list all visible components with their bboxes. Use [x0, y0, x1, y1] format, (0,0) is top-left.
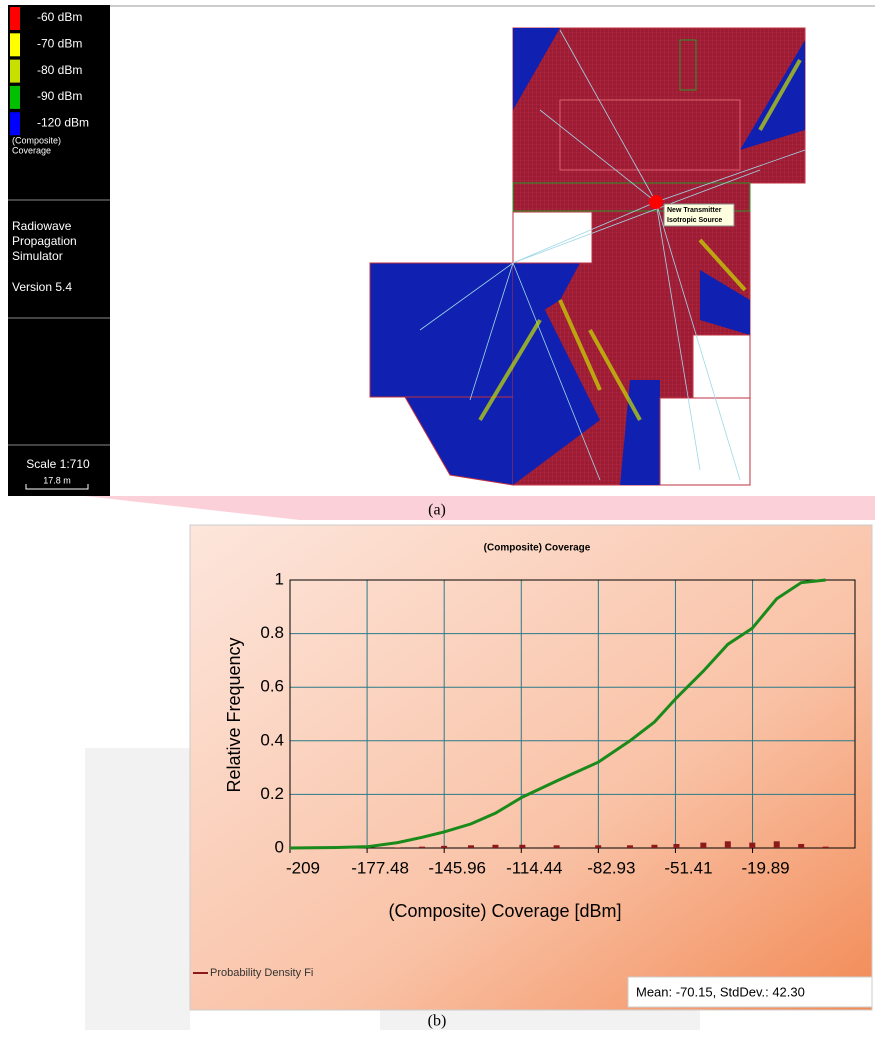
coverage-map: New Transmitter Isotropic Source: [370, 28, 805, 485]
legend-swatch: [10, 60, 20, 83]
y-tick-label: 0.2: [260, 784, 284, 803]
density-bar: [554, 845, 560, 848]
scale: Scale 1:710: [26, 457, 90, 471]
chart-panel: [190, 525, 872, 1010]
transmitter-label: Isotropic Source: [667, 217, 722, 224]
caption: (b): [428, 1013, 447, 1030]
stats: Mean: -70.15, StdDev.: 42.30: [636, 984, 805, 999]
density-bar: [673, 844, 679, 848]
x-tick-label: -209: [286, 858, 320, 877]
band: [85, 496, 875, 520]
legend-label: -60 dBm: [37, 10, 82, 24]
figure: -60 dBm -70 dBm -80 dBm -90 dBm -120 dBm (Co…: [0, 0, 875, 1034]
app-name: Radiowave: [12, 219, 72, 233]
legend-swatch: [10, 33, 20, 56]
density-bar: [774, 841, 780, 848]
density-bar: [627, 845, 633, 848]
legend-swatch: [10, 7, 20, 30]
app-name: Simulator: [12, 249, 63, 263]
density-bar: [468, 845, 474, 848]
y-tick-label: 0.8: [260, 623, 284, 642]
legend-label: Probability Density Fi: [210, 967, 313, 979]
x-tick-label: -114.44: [506, 858, 562, 877]
legend-swatch: [10, 112, 20, 135]
chart-title: (Composite) Coverage: [484, 543, 591, 554]
transmitter-label: New Transmitter: [667, 207, 722, 214]
density-bar: [700, 843, 706, 848]
density-bar: [823, 847, 829, 848]
x-tick-label: -82.93: [587, 858, 635, 877]
density-bar: [492, 845, 498, 848]
legend-label: -70 dBm: [37, 36, 82, 50]
backdrop: [85, 748, 190, 1030]
y-tick-label: 0.4: [260, 730, 284, 749]
y-tick-label: 0.6: [260, 677, 284, 696]
density-bar: [519, 845, 525, 848]
density-bar: [725, 841, 731, 848]
density-bar: [419, 847, 425, 848]
density-bar: [651, 845, 657, 848]
page: -60 dBm -70 dBm -80 dBm -90 dBm -120 dBm (Co…: [0, 0, 875, 1034]
x-tick-label: -51.41: [664, 858, 712, 877]
legend-caption: (Composite): [12, 135, 61, 145]
density-bar: [798, 844, 804, 848]
legend-label: -120 dBm: [37, 115, 89, 129]
x-tick-label: -19.89: [741, 858, 789, 877]
app-name: Propagation: [12, 234, 77, 248]
y-tick-label: 0: [275, 837, 284, 856]
legend-label: -90 dBm: [37, 89, 82, 103]
x-tick-label: -145.96: [428, 858, 486, 877]
density-bar: [595, 845, 601, 848]
caption: (a): [428, 502, 446, 519]
legend-swatch: [10, 86, 20, 109]
scale-bar-label: 17.8 m: [43, 475, 71, 485]
density-bar: [441, 846, 447, 848]
version: Version 5.4: [12, 280, 72, 294]
y-axis-label: Relative Frequency: [224, 637, 244, 792]
x-axis-label: (Composite) Coverage [dBm]: [388, 901, 621, 921]
density-bar: [749, 843, 755, 848]
density-bar: [395, 847, 401, 848]
legend-label: -80 dBm: [37, 63, 82, 77]
x-tick-label: -177.48: [351, 858, 409, 877]
legend-caption: Coverage: [12, 145, 51, 155]
y-tick-label: 1: [275, 569, 284, 588]
